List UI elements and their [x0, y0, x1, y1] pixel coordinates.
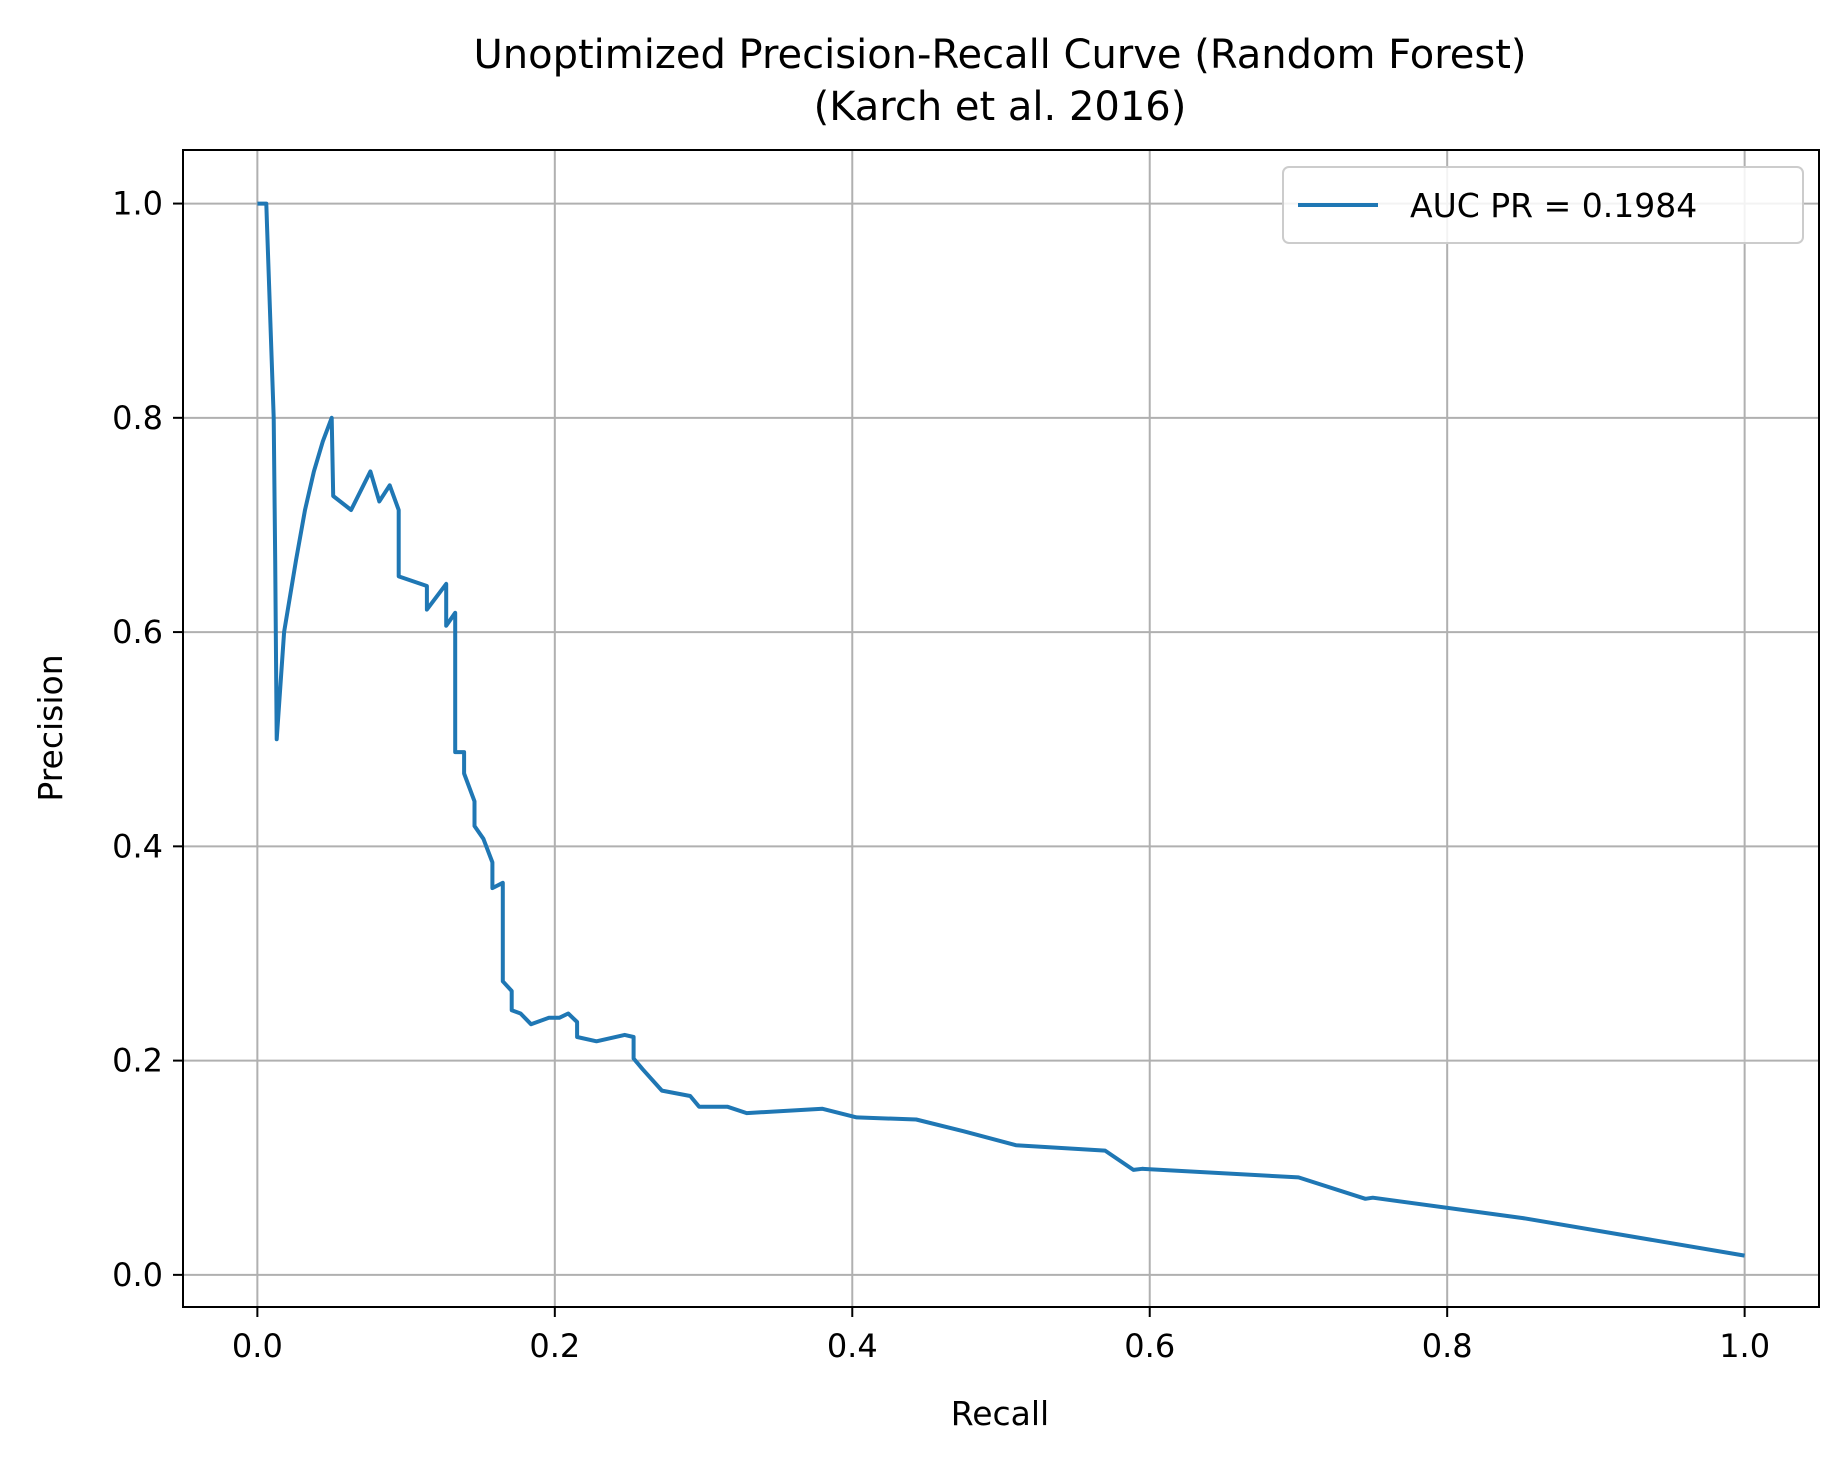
y-tick-label: 0.6 — [112, 613, 163, 651]
y-tick-label: 1.0 — [112, 185, 163, 223]
series-line-auc-pr — [257, 201, 1745, 1258]
series-lines — [257, 201, 1745, 1258]
legend-entry-label: AUC PR = 0.1984 — [1410, 186, 1697, 225]
y-axis-label: Precision — [31, 654, 70, 801]
chart-subtitle: (Karch et al. 2016) — [814, 84, 1187, 130]
y-axis-ticks: 0.0 0.2 0.4 0.6 0.8 1.0 — [112, 185, 183, 1294]
legend: AUC PR = 0.1984 — [1282, 166, 1804, 244]
grid-lines — [183, 150, 1819, 1307]
plot-frame — [182, 149, 1820, 1308]
x-axis-label: Recall — [951, 1394, 1049, 1433]
x-tick-label: 1.0 — [1719, 1327, 1770, 1365]
x-tick-label: 0.8 — [1422, 1327, 1473, 1365]
legend-box — [1282, 166, 1804, 244]
y-tick-label: 0.2 — [112, 1042, 163, 1080]
y-tick-label: 0.0 — [112, 1256, 163, 1294]
y-tick-label: 0.8 — [112, 399, 163, 437]
chart-title: Unoptimized Precision-Recall Curve (Rand… — [473, 32, 1526, 78]
x-tick-label: 0.6 — [1124, 1327, 1175, 1365]
y-tick-label: 0.4 — [112, 827, 163, 865]
x-tick-label: 0.2 — [529, 1327, 580, 1365]
x-tick-label: 0.4 — [827, 1327, 878, 1365]
x-tick-label: 0.0 — [232, 1327, 283, 1365]
x-axis-ticks: 0.0 0.2 0.4 0.6 0.8 1.0 — [232, 1307, 1770, 1365]
